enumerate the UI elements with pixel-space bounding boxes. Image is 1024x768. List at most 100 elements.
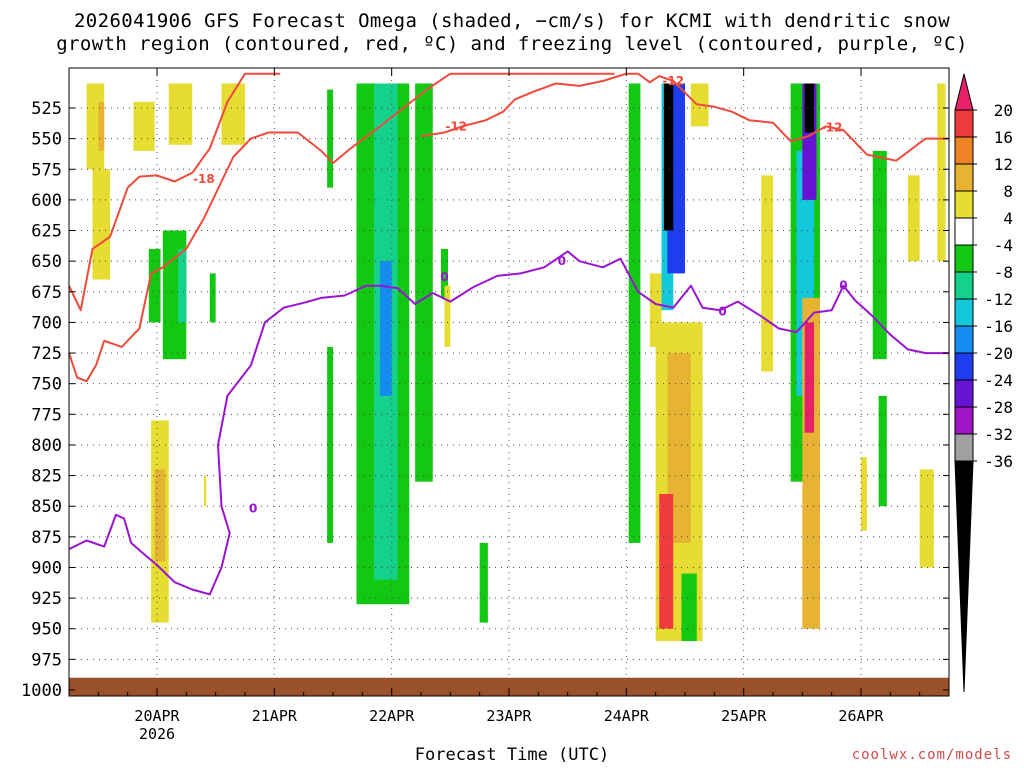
site-credit: coolwx.com/models <box>851 747 1012 763</box>
chart-title-line-1: 2026041906 GFS Forecast Omega (shaded, −… <box>73 10 951 32</box>
omega-cell <box>804 83 815 133</box>
contour-value-label: -12 <box>662 74 684 88</box>
omega-cell <box>209 273 216 323</box>
colorbar-label: -32 <box>984 425 1013 444</box>
omega-cell <box>628 83 641 543</box>
omega-cell <box>872 150 887 360</box>
omega-cell <box>479 542 488 623</box>
omega-cell <box>203 475 207 507</box>
y-tick-label: 625 <box>31 222 62 242</box>
omega-cell <box>327 89 333 188</box>
omega-cell <box>154 469 166 562</box>
contour-value-label: -12 <box>821 121 843 135</box>
contour-value-label: 0 <box>839 279 847 293</box>
colorbar-label: 12 <box>994 155 1013 174</box>
contour-value-label: 0 <box>718 304 726 318</box>
contour-value-label: 0 <box>249 502 257 516</box>
dgz-mid-contour <box>68 72 615 383</box>
omega-cell <box>415 83 433 482</box>
omega-cell <box>327 346 333 543</box>
dgz-18-label: -18 <box>193 172 215 186</box>
omega-cell <box>444 285 451 347</box>
y-tick-label: 650 <box>31 252 62 272</box>
x-tick-label: 25APR <box>721 707 767 725</box>
chart-title-line-2: growth region (contoured, red, ºC) and f… <box>56 33 968 55</box>
colorbar-bottom-arrow <box>954 460 974 693</box>
x-axis-label: Forecast Time (UTC) <box>414 745 610 765</box>
colorbar-label: -16 <box>984 317 1013 336</box>
colorbar-segment <box>954 136 974 165</box>
omega-cell <box>659 493 674 629</box>
y-tick-label: 750 <box>31 375 62 395</box>
y-tick-label: 550 <box>31 130 62 150</box>
y-tick-label: 575 <box>31 160 62 180</box>
colorbar-segment <box>954 217 974 246</box>
colorbar-segment <box>954 298 974 327</box>
colorbar-label: -36 <box>984 452 1013 471</box>
colorbar-segment <box>954 271 974 300</box>
omega-cell <box>148 248 161 323</box>
colorbar-segment <box>954 325 974 354</box>
y-tick-label: 850 <box>31 497 62 517</box>
y-tick-label: 675 <box>31 283 62 303</box>
colorbar-segment <box>954 379 974 408</box>
x-tick-label: 22APR <box>369 707 415 725</box>
omega-cell <box>907 175 920 262</box>
x-tick-label: 26APR <box>838 707 884 725</box>
x-tick-label: 23APR <box>486 707 532 725</box>
omega-cell <box>681 573 697 641</box>
colorbar-label: -4 <box>994 236 1013 255</box>
colorbar-label: 4 <box>1003 209 1013 228</box>
omega-cell <box>98 101 105 151</box>
omega-cell <box>168 83 193 145</box>
colorbar-segment <box>954 433 974 462</box>
colorbar-label: -8 <box>994 263 1013 282</box>
y-tick-label: 775 <box>31 405 62 425</box>
freezing-level-contour <box>68 250 949 596</box>
y-tick-label: 875 <box>31 528 62 548</box>
omega-cell <box>178 248 187 323</box>
x-tick-label: 20APR <box>134 707 180 725</box>
omega-cell <box>804 322 815 433</box>
omega-cell <box>761 175 773 372</box>
omega-cell <box>878 395 887 507</box>
colorbar-label: 20 <box>994 101 1013 120</box>
y-tick-label: 925 <box>31 589 62 609</box>
y-tick-label: 975 <box>31 650 62 670</box>
omega-cell <box>379 261 392 396</box>
y-tick-label: 700 <box>31 313 62 333</box>
dgz-12-contour <box>420 72 949 162</box>
colorbar-segment <box>954 244 974 273</box>
omega-cell <box>663 83 674 231</box>
y-tick-label: 525 <box>31 99 62 119</box>
colorbar-label: 8 <box>1003 182 1013 201</box>
x-tick-sublabel: 2026 <box>139 725 175 743</box>
colorbar-top-arrow <box>954 73 974 111</box>
colorbar-label: -20 <box>984 344 1013 363</box>
y-tick-label: 800 <box>31 436 62 456</box>
colorbar-segment <box>954 406 974 435</box>
omega-cell <box>221 83 245 145</box>
y-tick-label: 950 <box>31 620 62 640</box>
colorbar-segment <box>954 352 974 381</box>
contour-value-label: 0 <box>558 254 566 268</box>
freezing-level-label: 0 <box>440 270 448 284</box>
omega-cell <box>649 273 662 347</box>
colorbar-label: -28 <box>984 398 1013 417</box>
y-tick-label: 725 <box>31 344 62 364</box>
omega-cell <box>133 101 155 151</box>
omega-cell <box>667 353 691 543</box>
x-tick-label: 24APR <box>604 707 650 725</box>
omega-cell <box>92 169 111 280</box>
y-tick-label: 900 <box>31 558 62 578</box>
colorbar-label: 16 <box>994 128 1013 147</box>
omega-cell <box>919 469 934 568</box>
colorbar-segment <box>954 109 974 138</box>
colorbar-label: -24 <box>984 371 1013 390</box>
y-tick-label: 825 <box>31 467 62 487</box>
omega-cell <box>440 248 448 298</box>
omega-cell <box>937 83 946 262</box>
x-tick-label: 21APR <box>252 707 298 725</box>
omega-cell <box>861 457 867 531</box>
